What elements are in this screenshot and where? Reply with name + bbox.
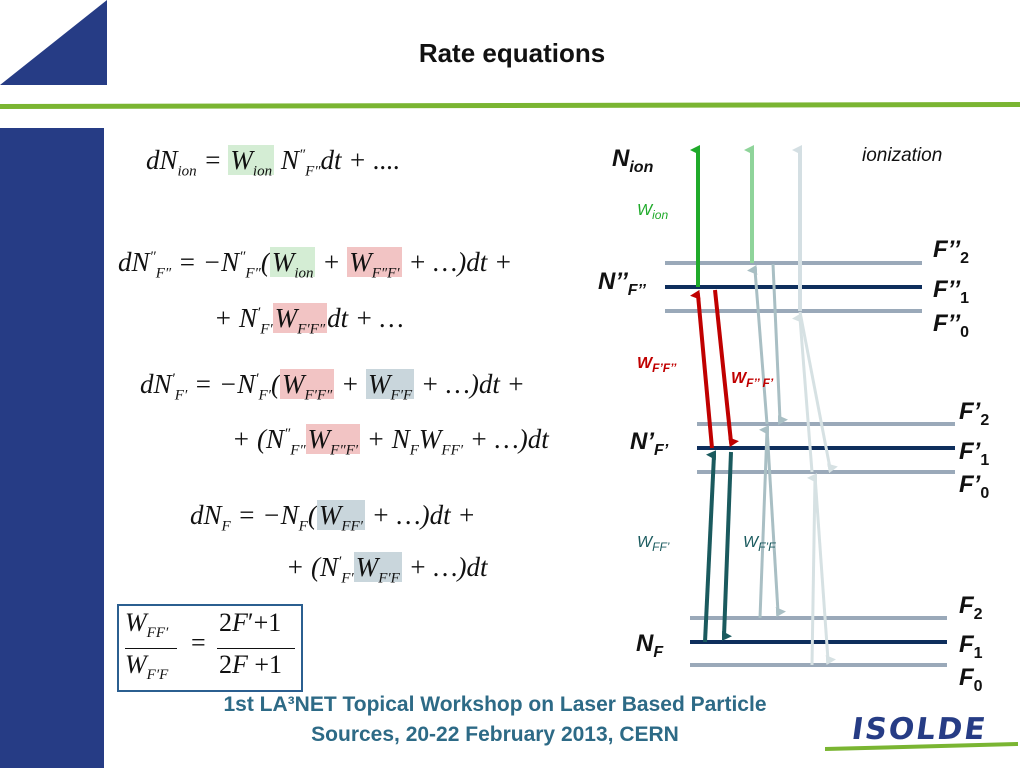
arrow-faint-up-1 bbox=[747, 264, 769, 425]
n-f2-label: N’’F’’ bbox=[598, 268, 646, 299]
equation-2-line-2: + N′F′WF′F″dt + … bbox=[214, 303, 404, 338]
fraction-bar-right bbox=[217, 648, 295, 649]
ionization-label: ionization bbox=[862, 145, 943, 166]
n-ion-label: Nion bbox=[612, 145, 654, 176]
label-f-1: F1 bbox=[959, 631, 983, 662]
arrow-faint-down-3 bbox=[765, 427, 786, 618]
title-underline bbox=[0, 102, 1020, 109]
label-f1-1: F’1 bbox=[959, 438, 990, 469]
ratio-right-denominator: 2F +1 bbox=[219, 650, 283, 679]
w-ion-label: Wion bbox=[637, 202, 669, 223]
ratio-box: WFF′ WF′F = 2F′+1 2F +1 bbox=[117, 604, 303, 692]
label-f-2: F2 bbox=[959, 592, 983, 623]
equation-3-line-2: + (N″F″WF″F′ + NFWFF′ + …)dt bbox=[232, 424, 549, 459]
label-f1-2: F’2 bbox=[959, 398, 990, 429]
equation-3-line-1: dN′F′ = −N′F′(WF′F″ + WF′F + …)dt + bbox=[140, 369, 525, 404]
footer-green-stroke bbox=[825, 742, 1018, 751]
arrow-faint-up-2 bbox=[792, 312, 814, 473]
ratio-right-numerator: 2F′+1 bbox=[219, 608, 282, 637]
isolde-logo: ISOLDE bbox=[849, 712, 990, 747]
arrow-red-up bbox=[690, 289, 714, 449]
footer-text: 1st LA³NET Topical Workshop on Laser Bas… bbox=[150, 690, 840, 750]
arrow-faint-down-4 bbox=[813, 475, 836, 666]
corner-triangle bbox=[0, 0, 107, 85]
ratio-denominator: WF′F bbox=[125, 650, 169, 684]
label-f1-0: F’0 bbox=[959, 471, 990, 502]
equation-4-line-2: + (N′F′WF′F + …)dt bbox=[286, 552, 488, 587]
fraction-bar-left bbox=[125, 648, 177, 649]
label-f2-0: F’’0 bbox=[933, 310, 970, 341]
equation-4-line-1: dNF = −NF(WFF′ + …)dt + bbox=[190, 500, 476, 535]
arrow-red-down bbox=[713, 289, 739, 448]
label-f2-2: F’’2 bbox=[933, 236, 970, 267]
arrow-faint-up-4 bbox=[807, 473, 818, 666]
ratio-equals: = bbox=[191, 628, 206, 657]
footer-line-2: Sources, 20-22 February 2013, CERN bbox=[311, 723, 679, 746]
footer-line-1: 1st LA³NET Topical Workshop on Laser Bas… bbox=[223, 693, 767, 716]
slide-title: Rate equations bbox=[418, 38, 606, 68]
arrow-faint-down-2 bbox=[798, 311, 838, 474]
w-f2f1-label: WF’’ F’ bbox=[731, 370, 774, 391]
n-f1-label: N’F’ bbox=[630, 428, 669, 459]
arrow-teal-down bbox=[721, 451, 733, 641]
equation-1: dNion = Wion N″F″dt + .... bbox=[146, 145, 401, 180]
w-f1f-label: WF’F bbox=[743, 534, 776, 555]
label-f2-1: F’’1 bbox=[933, 276, 970, 307]
w-ff1-label: WFF’ bbox=[637, 534, 670, 555]
n-f-label: NF bbox=[636, 630, 664, 661]
left-sidebar bbox=[0, 128, 104, 768]
arrow-faint-down-1 bbox=[771, 263, 788, 426]
equation-2-line-1: dN″F″ = −N″F″(Wion + WF″F′ + …)dt + bbox=[118, 247, 513, 282]
arrow-teal-up bbox=[703, 450, 717, 643]
w-f1f2-label: WF’F’’ bbox=[637, 355, 677, 376]
arrow-faint-up-3 bbox=[758, 425, 770, 619]
label-f-0: F0 bbox=[959, 664, 983, 695]
ratio-numerator: WFF′ bbox=[125, 608, 169, 642]
